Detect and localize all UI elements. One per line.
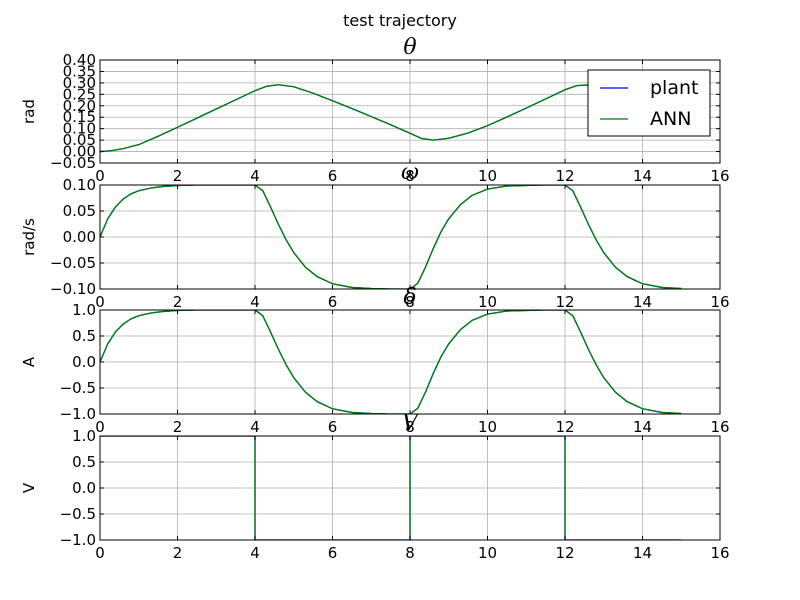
x-tick-label: 2: [173, 418, 183, 436]
y-tick-label: 0.15: [63, 108, 96, 126]
series-line-ann: [100, 185, 682, 289]
ticks: 0 2 4 6 8 10 12 14 16 −1.0 −0.5 0.0 0.5 1.0: [60, 301, 730, 436]
x-tick-label: 4: [250, 544, 260, 562]
x-tick-label: 8: [405, 167, 415, 185]
x-tick-label: 14: [633, 167, 652, 185]
x-tick-label: 14: [633, 418, 652, 436]
y-tick-label: −0.5: [60, 379, 96, 397]
x-tick-label: 2: [173, 544, 183, 562]
x-tick-label: 10: [478, 418, 497, 436]
x-tick-label: 6: [328, 544, 338, 562]
x-tick-label: 2: [173, 293, 183, 311]
x-tick-label: 4: [250, 167, 260, 185]
subplot-title: δ: [403, 285, 416, 310]
y-axis-label: A: [20, 356, 38, 367]
series-line-ann: [100, 436, 682, 540]
subplot-1: 0 2 4 6 8 10 12 14 16−0.050.000.050.100.150.200.…: [20, 35, 730, 185]
x-tick-label: 6: [328, 167, 338, 185]
x-tick-label: 10: [478, 293, 497, 311]
y-axis-label: rad: [20, 99, 38, 124]
y-tick-label: −0.05: [50, 254, 96, 272]
x-tick-label: 6: [328, 293, 338, 311]
y-axis-label: rad/s: [20, 218, 38, 256]
legend-entry: ANN: [650, 108, 691, 130]
y-tick-label: −0.05: [50, 154, 96, 172]
x-tick-label: 14: [633, 544, 652, 562]
subplot-title: θ: [403, 35, 416, 60]
ticks: 0 2 4 6 8 10 12 14 16 −1.0 −0.5 0.0 0.5 1.0: [60, 427, 730, 562]
x-tick-label: 8: [405, 418, 415, 436]
legend: plant ANN: [587, 69, 711, 137]
x-tick-label: 12: [555, 167, 574, 185]
x-tick-label: 10: [478, 167, 497, 185]
grid: [100, 310, 720, 414]
legend-box: [587, 69, 711, 137]
series-line-ann: [100, 84, 682, 153]
y-tick-label: 0.0: [72, 479, 96, 497]
x-tick-label: 12: [555, 544, 574, 562]
x-tick-label: 16: [710, 544, 729, 562]
x-tick-label: 4: [250, 418, 260, 436]
x-tick-label: 0: [95, 418, 105, 436]
figure-title: test trajectory: [343, 11, 457, 30]
subplots: 0 2 4 6 8 10 12 14 16−0.050.000.050.100.150.200.…: [20, 35, 730, 562]
y-tick-label: 0.5: [72, 453, 96, 471]
x-tick-label: 16: [710, 167, 729, 185]
x-tick-label: 8: [405, 544, 415, 562]
x-tick-label: 0: [95, 544, 105, 562]
x-tick-label: 10: [478, 544, 497, 562]
subplot-2: 0 2 4 6 8 10 12 14 16 −0.10 −0.05 0.00 0.05 0.10 ω rad/…: [20, 160, 730, 311]
y-tick-label: 0.35: [63, 62, 96, 80]
y-axis-label: V: [20, 482, 38, 493]
y-tick-label: 0.30: [63, 74, 96, 92]
y-tick-label: 0.5: [72, 327, 96, 345]
y-tick-label: 0.05: [63, 131, 96, 149]
x-tick-label: 4: [250, 293, 260, 311]
x-tick-label: 12: [555, 293, 574, 311]
y-tick-label: 0.00: [63, 143, 96, 161]
x-tick-label: 12: [555, 418, 574, 436]
y-tick-label: 0.40: [63, 51, 96, 69]
y-tick-label: −1.0: [60, 531, 96, 549]
y-tick-label: 1.0: [72, 427, 96, 445]
grid: [100, 185, 720, 289]
x-tick-label: 2: [173, 167, 183, 185]
subplot-title: ω: [401, 160, 419, 185]
x-tick-label: 0: [95, 167, 105, 185]
x-tick-label: 14: [633, 293, 652, 311]
y-tick-label: 0.00: [63, 228, 96, 246]
y-tick-label: 0.0: [72, 353, 96, 371]
x-tick-label: 16: [710, 418, 729, 436]
legend-entry: plant: [650, 77, 698, 99]
x-tick-label: 0: [95, 293, 105, 311]
y-tick-label: −1.0: [60, 405, 96, 423]
y-tick-label: 0.20: [63, 97, 96, 115]
y-tick-label: −0.5: [60, 505, 96, 523]
subplot-4: 0 2 4 6 8 10 12 14 16 −1.0 −0.5 0.0 0.5 1.0 V V: [20, 411, 730, 562]
x-tick-label: 8: [405, 293, 415, 311]
y-tick-label: −0.10: [50, 280, 96, 298]
y-tick-label: 0.25: [63, 85, 96, 103]
subplot-title: V: [402, 411, 420, 436]
y-tick-label: 0.05: [63, 202, 96, 220]
y-tick-label: 1.0: [72, 301, 96, 319]
x-tick-label: 16: [710, 293, 729, 311]
ticks: 0 2 4 6 8 10 12 14 16−0.050.000.050.100.150.200.…: [50, 51, 730, 185]
y-tick-label: 0.10: [63, 176, 96, 194]
subplot-3: 0 2 4 6 8 10 12 14 16 −1.0 −0.5 0.0 0.5 1.0 δ A: [20, 285, 730, 436]
series-line-ann: [100, 310, 682, 414]
x-tick-label: 6: [328, 418, 338, 436]
ticks: 0 2 4 6 8 10 12 14 16 −0.10 −0.05 0.00 0.05 0.10: [50, 176, 730, 311]
y-tick-label: 0.10: [63, 120, 96, 138]
